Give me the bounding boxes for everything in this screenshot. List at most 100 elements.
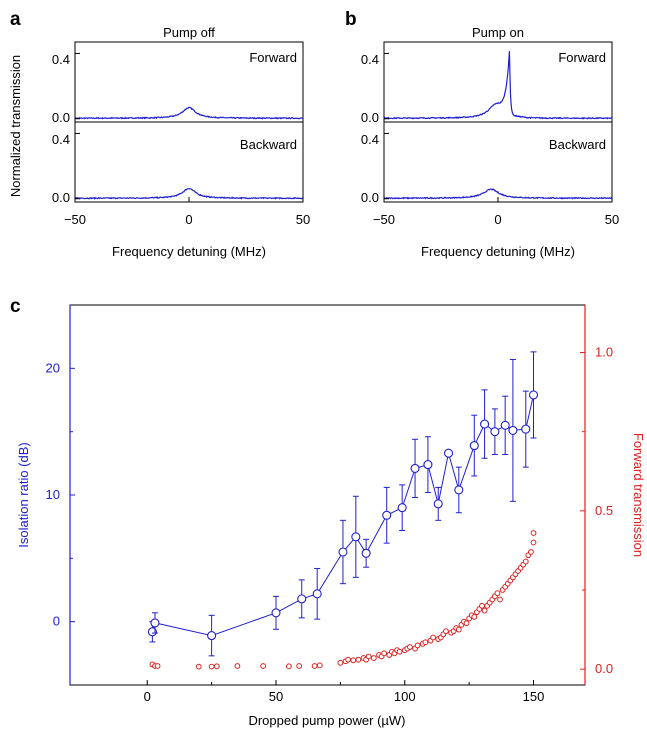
- panel-b-xlabel: Frequency detuning (MHz): [421, 244, 575, 259]
- panel-a-ylabel: Normalized transmission: [8, 55, 23, 197]
- transmission-point: [522, 558, 529, 565]
- panel-a-forward-ytick-0.0: 0.0: [52, 110, 70, 125]
- isolation-point: [443, 448, 454, 458]
- panel-c-xtick-label-0: 0: [144, 689, 151, 704]
- isolation-line: [151, 394, 534, 637]
- transmission-point: [396, 648, 403, 655]
- panel-c-xlabel: Dropped pump power (µW): [248, 713, 405, 728]
- transmission-point: [345, 656, 352, 663]
- panel-c-left-ytick-label-20: 20: [46, 360, 60, 375]
- transmission-point: [296, 663, 303, 669]
- panel-b-forward-trace: [383, 51, 613, 120]
- panel-c-letter: c: [10, 296, 21, 317]
- isolation-point: [351, 532, 361, 542]
- panel-b-backward-label: Backward: [549, 137, 606, 152]
- transmission-point: [365, 653, 372, 660]
- transmission-point: [530, 530, 537, 536]
- panel-c-frame: [69, 304, 586, 686]
- isolation-point: [410, 463, 420, 473]
- panel-b-xtick-0: 0: [494, 212, 501, 227]
- transmission-point: [479, 602, 485, 609]
- isolation-point: [490, 427, 500, 437]
- transmission-point: [311, 663, 318, 669]
- isolation-point: [382, 510, 392, 520]
- transmission-point: [355, 656, 362, 663]
- transmission-point: [213, 663, 220, 670]
- transmission-point: [234, 663, 241, 669]
- transmission-point: [430, 634, 436, 641]
- panel-a-xlabel: Frequency detuning (MHz): [112, 244, 266, 259]
- transmission-point: [422, 639, 429, 646]
- isolation-point: [271, 608, 281, 618]
- transmission-point: [471, 614, 478, 620]
- panel-a-backward-frame: [74, 121, 304, 203]
- transmission-point: [481, 607, 488, 614]
- panel-c-left-ylabel: Isolation ratio (dB): [16, 442, 31, 548]
- transmission-point: [260, 663, 267, 669]
- panel-b-forward-ytick-0.4: 0.4: [361, 52, 379, 67]
- panel-a-backward-trace: [74, 188, 304, 200]
- transmission-point: [381, 650, 388, 657]
- isolation-point: [297, 594, 307, 604]
- panel-a-xtick-0: 0: [185, 212, 192, 227]
- transmission-point: [497, 596, 503, 603]
- isolation-point: [454, 485, 464, 495]
- transmission-point: [350, 657, 357, 664]
- panel-a-backward-ytick-0.0: 0.0: [52, 190, 70, 205]
- transmission-point: [370, 655, 377, 661]
- isolation-point: [147, 627, 157, 637]
- transmission-point: [154, 663, 161, 669]
- panel-b-backward-frame: [383, 121, 613, 203]
- panel-a-xtick-50: 50: [296, 212, 310, 227]
- panel-a: a Pump off Normalized transmission Frequ…: [8, 9, 310, 259]
- panel-a-letter: a: [10, 9, 21, 30]
- isolation-point: [397, 503, 407, 513]
- isolation-point: [423, 460, 433, 470]
- panel-c: c Isolation ratio (dB) Forward transmiss…: [10, 296, 646, 728]
- panel-b-letter: b: [345, 9, 357, 30]
- panel-c-xtick-label-50: 50: [269, 689, 283, 704]
- chart-marks: 0 50 100 150 0 10 20 0.0 0.5 1.0: [46, 51, 613, 704]
- isolation-point: [500, 420, 510, 430]
- transmission-point: [455, 626, 462, 633]
- isolation-point: [521, 424, 531, 434]
- isolation-point: [508, 425, 518, 435]
- panel-b-xtick-50: 50: [605, 212, 619, 227]
- isolation-point: [361, 548, 371, 558]
- isolation-point: [312, 589, 322, 599]
- isolation-point: [150, 618, 160, 628]
- panel-c-xtick-label-100: 100: [394, 689, 416, 704]
- panel-a-backward-ytick-0.4: 0.4: [52, 132, 70, 147]
- isolation-point: [469, 441, 479, 451]
- panel-b: b Pump on Frequency detuning (MHz) Forwa…: [345, 9, 619, 259]
- transmission-point: [528, 549, 534, 555]
- panel-c-left-ytick-label-0: 0: [53, 614, 60, 629]
- panel-a-backward-label: Backward: [240, 137, 297, 152]
- panel-a-xtick-minus50: −50: [64, 212, 86, 227]
- isolation-point: [480, 419, 490, 429]
- panel-b-backward-ytick-0.0: 0.0: [361, 190, 379, 205]
- transmission-point: [463, 620, 470, 627]
- panel-b-forward-ytick-0.0: 0.0: [361, 110, 379, 125]
- panel-b-backward-ytick-0.4: 0.4: [361, 132, 379, 147]
- transmission-point: [443, 628, 449, 635]
- isolation-point: [338, 547, 348, 557]
- transmission-point: [494, 590, 501, 597]
- transmission-point: [195, 663, 202, 670]
- isolation-point: [528, 390, 539, 400]
- panel-b-xtick-minus50: −50: [373, 212, 395, 227]
- panel-a-forward-trace: [74, 106, 304, 120]
- panel-c-right-ytick-label-2: 1.0: [595, 345, 613, 360]
- panel-c-xtick-label-150: 150: [523, 689, 545, 704]
- panel-b-backward-trace: [383, 188, 613, 200]
- transmission-point: [316, 662, 323, 669]
- transmission-point: [414, 642, 421, 649]
- transmission-point: [530, 539, 537, 546]
- panel-a-forward-ytick-0.4: 0.4: [52, 52, 70, 67]
- transmission-point: [337, 659, 344, 666]
- panel-b-title: Pump on: [472, 25, 524, 40]
- isolation-point: [207, 631, 217, 641]
- panel-c-left-ytick-label-10: 10: [46, 487, 60, 502]
- transmission-point: [208, 663, 215, 670]
